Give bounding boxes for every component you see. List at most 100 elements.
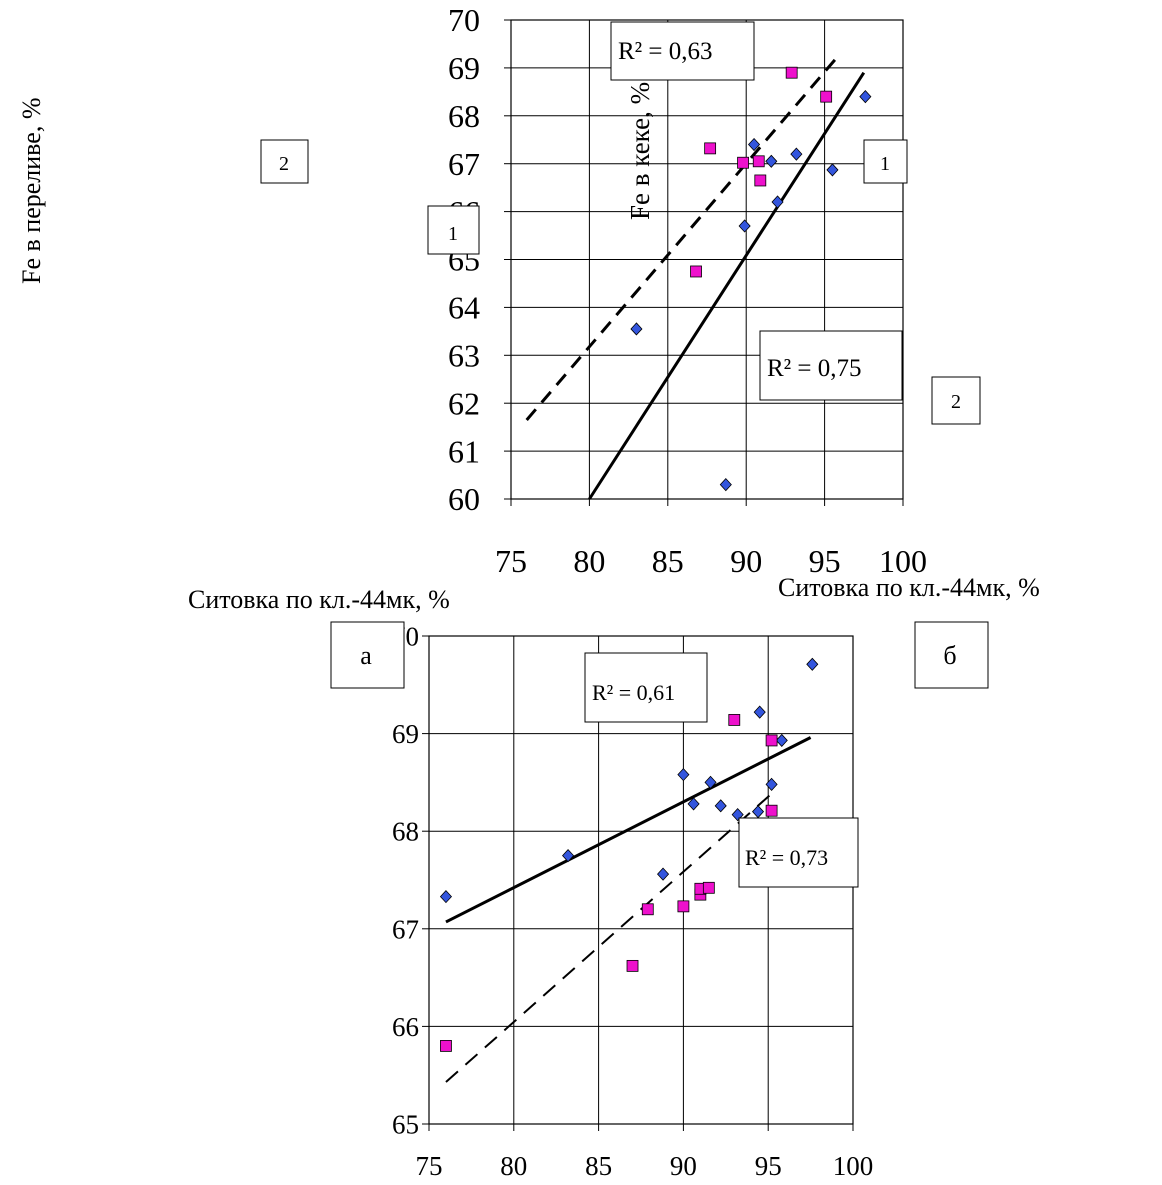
x-tick-label: 80 xyxy=(500,1151,527,1181)
data-point-diamond xyxy=(719,478,732,492)
x-tick-label: 100 xyxy=(833,1151,874,1181)
trendline-solid xyxy=(445,736,812,924)
svg-text:а: а xyxy=(360,641,372,670)
x-tick-label: 80 xyxy=(573,543,605,579)
data-point-diamond xyxy=(687,797,700,811)
y-tick-label: 69 xyxy=(448,50,480,86)
y-tick-label: 61 xyxy=(448,433,480,469)
data-point-square xyxy=(765,734,778,747)
x-tick-label: 90 xyxy=(730,543,762,579)
data-point-square xyxy=(677,900,690,913)
y-tick-label: 67 xyxy=(448,146,480,182)
label-box-2-left: 2 xyxy=(260,139,309,184)
data-point-diamond xyxy=(562,849,575,863)
y-tick-label: 68 xyxy=(448,98,480,134)
svg-text:1: 1 xyxy=(448,223,458,245)
y-tick-label: 62 xyxy=(448,385,480,421)
label-box-1-right: 1 xyxy=(863,139,908,184)
x-tick-label: 95 xyxy=(809,543,841,579)
panel-label-b: б xyxy=(914,621,989,689)
grid-bottom xyxy=(422,635,854,1131)
svg-text:2: 2 xyxy=(951,391,961,413)
points-top xyxy=(630,66,872,492)
data-point-diamond xyxy=(630,322,643,336)
x-tick-labels-bottom: 75 80 85 90 95 100 xyxy=(416,1151,874,1181)
data-point-square xyxy=(728,714,741,726)
x-tick-label: 100 xyxy=(879,543,927,579)
trendlines-bottom xyxy=(445,736,812,1083)
trendline-dashed xyxy=(525,52,842,421)
svg-text:2: 2 xyxy=(279,153,289,175)
svg-text:1: 1 xyxy=(880,153,890,175)
data-point-square xyxy=(785,66,798,79)
data-point-diamond xyxy=(771,195,784,209)
data-point-diamond xyxy=(806,657,819,671)
data-point-square xyxy=(702,881,715,894)
data-point-diamond xyxy=(753,705,766,719)
x-axis-label-top-left: Ситовка по кл.-44мк, % xyxy=(188,585,450,614)
data-point-diamond xyxy=(439,890,453,904)
data-point-square xyxy=(690,265,702,278)
data-point-diamond xyxy=(677,768,690,782)
r2-text-bottom-2: R² = 0,73 xyxy=(745,845,828,870)
data-point-diamond xyxy=(775,733,788,748)
y-tick-label: 70 xyxy=(448,2,480,38)
data-point-diamond xyxy=(859,90,872,104)
svg-text:б: б xyxy=(943,641,956,670)
y-tick-label: 68 xyxy=(392,817,419,847)
x-tick-label: 85 xyxy=(585,1151,612,1181)
data-point-diamond xyxy=(738,219,751,233)
data-point-square xyxy=(641,903,654,916)
r2-annotation-bottom-2: R² = 0,73 xyxy=(738,817,859,888)
data-point-diamond xyxy=(790,147,803,161)
y-tick-label: 65 xyxy=(392,1109,419,1139)
x-tick-label: 95 xyxy=(755,1151,782,1181)
y-tick-label: 60 xyxy=(448,481,480,517)
data-point-square xyxy=(752,155,765,168)
y-tick-labels-top: 6061626364656667686970 xyxy=(448,2,480,517)
x-tick-label: 75 xyxy=(416,1151,443,1181)
x-tick-labels-top: 75 80 85 90 95 100 xyxy=(495,543,927,579)
data-point-diamond xyxy=(657,867,670,881)
y-tick-label: 66 xyxy=(392,1012,419,1042)
data-point-diamond xyxy=(765,777,778,791)
label-box-1-left: 1 xyxy=(427,205,480,255)
r2-annotation-top-1: R² = 0,63 xyxy=(610,21,755,81)
points-bottom xyxy=(439,657,819,1052)
trendlines-top xyxy=(525,52,866,500)
r2-text-top-1: R² = 0,63 xyxy=(618,38,713,65)
r2-text-top-2: R² = 0,75 xyxy=(767,355,862,382)
panel-label-a: а xyxy=(330,621,405,689)
data-point-square xyxy=(737,156,749,169)
data-point-diamond xyxy=(826,163,839,177)
y-axis-label-overlap: Fe в кеке, % xyxy=(625,82,655,220)
x-tick-label: 85 xyxy=(652,543,684,579)
trendline-solid xyxy=(588,71,866,500)
r2-annotation-bottom-1: R² = 0,61 xyxy=(584,652,708,723)
y-tick-label: 63 xyxy=(448,338,480,374)
data-point-square xyxy=(820,90,833,103)
data-point-square xyxy=(440,1040,452,1052)
data-point-square xyxy=(754,174,767,187)
label-box-2-right: 2 xyxy=(931,376,981,425)
x-axis-label-top-right: Ситовка по кл.-44мк, % xyxy=(778,573,1040,602)
y-tick-label: 69 xyxy=(392,719,419,749)
x-tick-label: 90 xyxy=(670,1151,697,1181)
data-point-square xyxy=(626,959,639,972)
r2-text-bottom-1: R² = 0,61 xyxy=(592,680,675,705)
data-point-diamond xyxy=(714,799,727,813)
data-point-square xyxy=(704,142,717,155)
y-tick-label: 67 xyxy=(392,914,419,944)
data-point-diamond xyxy=(704,775,717,789)
trendline-dashed xyxy=(445,791,774,1083)
data-point-diamond xyxy=(765,154,778,168)
y-axis-label-top: Fe в переливе, % xyxy=(17,98,46,284)
r2-annotation-top-2: R² = 0,75 xyxy=(759,330,903,401)
data-point-diamond xyxy=(747,137,761,152)
data-point-square xyxy=(765,804,778,817)
y-tick-label: 64 xyxy=(448,290,480,326)
x-tick-label: 75 xyxy=(495,543,527,579)
